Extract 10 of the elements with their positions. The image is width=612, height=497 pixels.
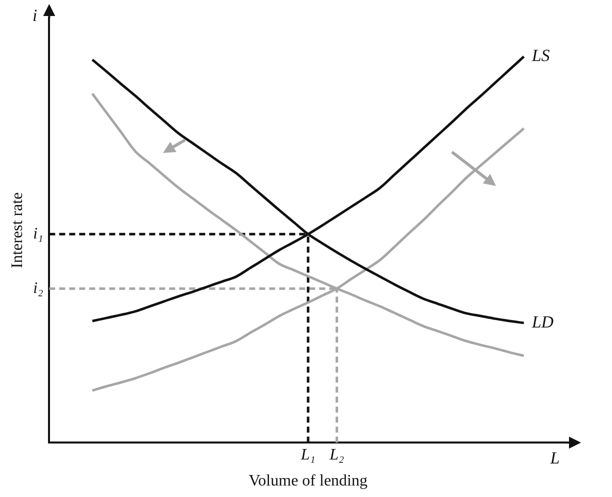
ref-line-label: i₂ bbox=[33, 280, 44, 297]
x-axis-title: Volume of lending bbox=[248, 472, 368, 490]
ref-line-label: i₁ bbox=[33, 225, 44, 242]
x-tick-label: L₁ bbox=[300, 446, 316, 464]
series-label: LD bbox=[530, 312, 554, 332]
x-tick-label: L₂ bbox=[328, 446, 345, 464]
series-label: LS bbox=[530, 46, 550, 66]
y-axis-title: Interest rate bbox=[8, 192, 26, 268]
text: i bbox=[32, 6, 38, 25]
text: L bbox=[549, 448, 560, 468]
